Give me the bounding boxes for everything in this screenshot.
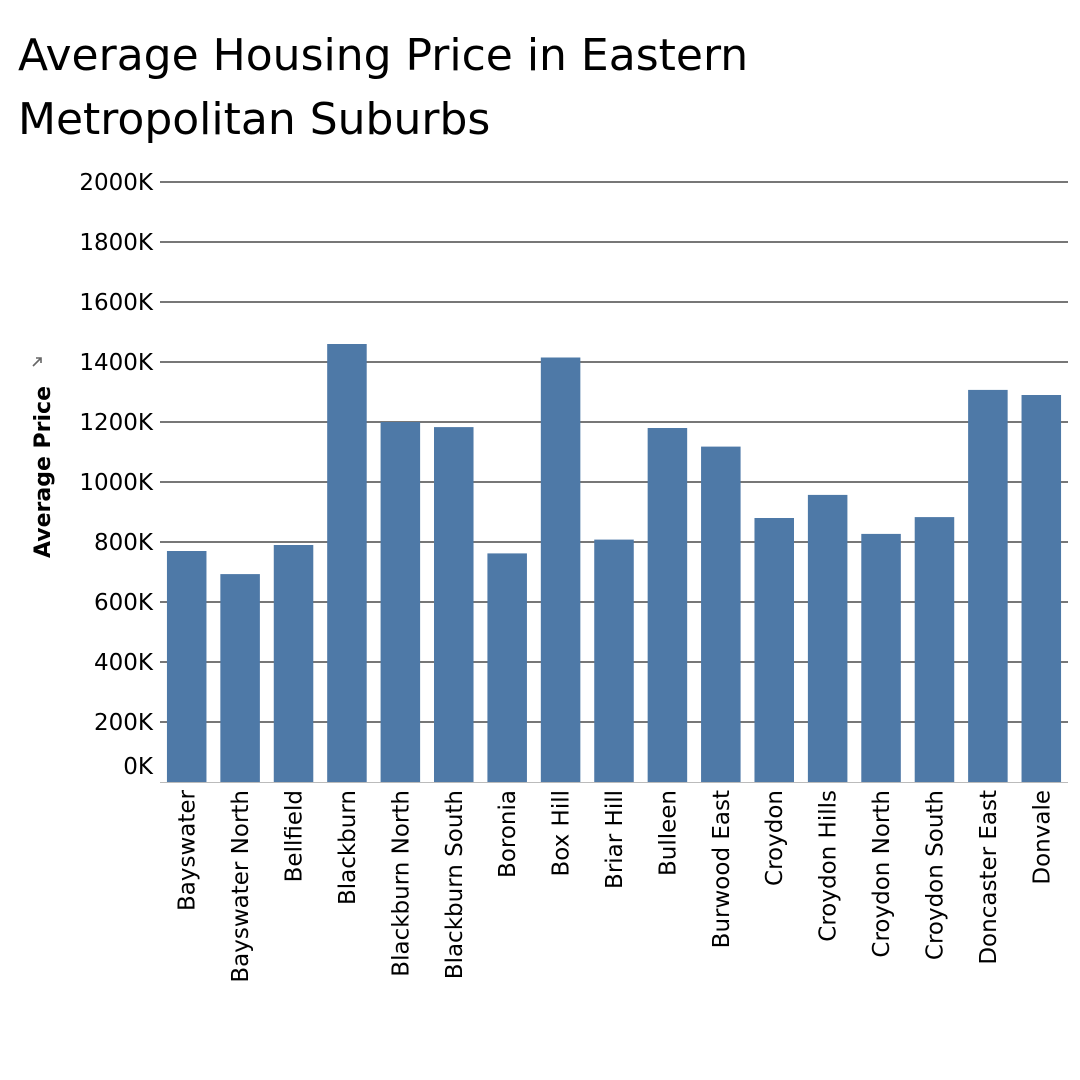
y-tick-label: 1400K	[79, 350, 154, 376]
x-tick-label: Croydon	[762, 790, 788, 886]
y-tick-label: 1800K	[79, 230, 154, 256]
x-axis-labels: Bayswater Bayswater North Bellfield Blackbu…	[175, 789, 1056, 982]
y-tick-label: 0K	[123, 754, 154, 780]
bar[interactable]	[273, 545, 314, 782]
x-tick-label: Boronia	[495, 790, 521, 878]
y-tick-label: 200K	[94, 710, 154, 736]
bar[interactable]	[327, 344, 367, 782]
x-tick-label: Bayswater	[175, 789, 201, 911]
y-axis-title: Average Price	[31, 386, 56, 558]
x-tick-label: Donvale	[1029, 790, 1055, 885]
bar[interactable]	[594, 539, 634, 782]
x-tick-label: Croydon Hills	[816, 790, 842, 942]
y-tick-label: 800K	[94, 530, 154, 556]
x-tick-label: Bayswater North	[228, 790, 254, 983]
sort-icon[interactable]	[32, 357, 42, 367]
x-tick-label: Croydon North	[869, 790, 895, 958]
x-tick-label: Blackburn South	[442, 790, 468, 979]
x-tick-label: Bellfield	[282, 790, 308, 882]
bar[interactable]	[166, 551, 207, 782]
bar[interactable]	[220, 574, 260, 782]
y-tick-label: 2000K	[79, 170, 154, 196]
x-tick-label: Blackburn North	[388, 790, 414, 977]
bar[interactable]	[434, 427, 474, 782]
x-tick-label: Blackburn	[335, 790, 361, 905]
x-tick-label: Briar Hill	[602, 790, 628, 889]
y-tick-label: 1600K	[79, 290, 154, 316]
x-tick-label: Bulleen	[655, 790, 681, 876]
y-tick-label: 600K	[94, 590, 154, 616]
y-tick-label: 400K	[94, 650, 154, 676]
bar[interactable]	[807, 494, 848, 782]
x-tick-label: Box Hill	[549, 790, 575, 877]
bar[interactable]	[754, 518, 794, 782]
x-tick-label: Doncaster East	[976, 790, 1002, 965]
bar[interactable]	[540, 357, 581, 783]
bar[interactable]	[701, 446, 741, 782]
bars	[166, 344, 1062, 783]
bar[interactable]	[914, 517, 955, 782]
y-axis-ticks: 0K 200K 400K 600K 800K 1000K 1200K 1400K 1600K 18…	[79, 170, 154, 780]
bar[interactable]	[1021, 395, 1062, 782]
bar[interactable]	[647, 428, 688, 782]
bar[interactable]	[380, 422, 421, 782]
x-tick-label: Croydon South	[922, 790, 948, 960]
bar[interactable]	[487, 553, 527, 782]
chart-title: Average Housing Price in Eastern Metropo…	[18, 30, 749, 145]
bar[interactable]	[861, 533, 901, 782]
x-tick-label: Burwood East	[709, 790, 735, 948]
y-tick-label: 1200K	[79, 410, 154, 436]
y-tick-label: 1000K	[79, 470, 154, 496]
bar[interactable]	[968, 389, 1008, 782]
